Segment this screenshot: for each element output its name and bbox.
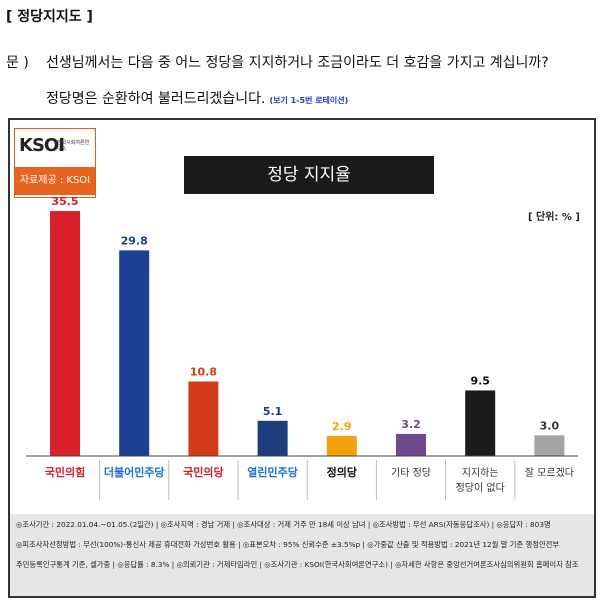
value-label-8: 3.0 [540,419,560,432]
bar-7 [465,390,496,456]
bar-chart: 35.5 국민의힘 29.8 더불어민주당 10.8 국민의당 5.1 열린민주당 2.9 정의당… [26,195,578,500]
category-label-8: 잘 모르겠다 [525,467,574,479]
bar-6 [396,433,426,456]
footer-line-1: ◎조사기간 : 2022.01.04.~01.05.(2일간) | ◎조사지역 … [16,520,551,529]
unit-label: [ 단위: % ] [527,212,580,223]
category-label-7-line-1: 지지하는 [462,466,499,479]
bar-8 [534,435,565,456]
value-label-7: 9.5 [470,374,490,387]
category-label-4: 열린민주당 [247,465,298,479]
chart-title: 정당 지지율 [184,156,434,194]
question-label: 문 ) [6,55,29,71]
chart-frame: KSOI 한국사회여론연구소 자료제공 : KSOI 정당 지지율 [ 단위: … [8,118,596,598]
bar-5 [326,435,357,456]
value-label-4: 5.1 [263,405,283,418]
category-label-7-line-2: 정당이 없다 [456,481,505,494]
value-label-3: 10.8 [190,365,217,378]
question-line2: 정당명은 순환하여 불러드리겠습니다. (보기 1-5번 로테이션) [46,88,348,108]
value-label-6: 3.2 [401,418,421,431]
survey-footer: ◎조사기간 : 2022.01.04.~01.05.(2일간) | ◎조사지역 … [10,514,594,596]
section-title: [ 정당지지도 ] [6,9,93,25]
logo-org-name: 한국사회여론연구소 [57,140,90,152]
bar-2 [119,250,150,456]
category-label-3: 국민의당 [183,465,223,479]
category-label-1: 국민의힘 [45,465,85,479]
logo-brand: KSOI [19,135,65,156]
question-line2-text: 정당명은 순환하여 불러드리겠습니다. [46,91,266,107]
category-label-5: 정의당 [327,465,357,479]
bar-3 [188,381,219,456]
ksoi-logo: KSOI 한국사회여론연구소 자료제공 : KSOI [14,128,96,198]
bar-4 [257,420,288,456]
value-label-1: 35.5 [51,195,78,208]
category-label-2: 더불어민주당 [104,465,165,479]
category-label-6: 기타 정당 [391,467,431,479]
footer-line-2: ◎피조사자선정방법 : 무선(100%)-통신사 제공 휴대전화 가상번호 활용… [16,540,560,549]
value-label-5: 2.9 [332,420,352,433]
rotation-note: (보기 1-5번 로테이션) [269,96,349,105]
bar-1 [50,211,80,456]
question-text: 선생님께서는 다음 중 어느 정당을 지지하거나 조금이라도 더 호감을 가지고… [46,55,549,71]
value-label-2: 29.8 [121,234,148,247]
logo-source-label: 자료제공 : KSOI [15,167,95,195]
footer-line-3: 주민등록인구통계 기준, 셀가중 | ◎응답률 : 8.3% | ◎의뢰기관 :… [16,560,579,569]
